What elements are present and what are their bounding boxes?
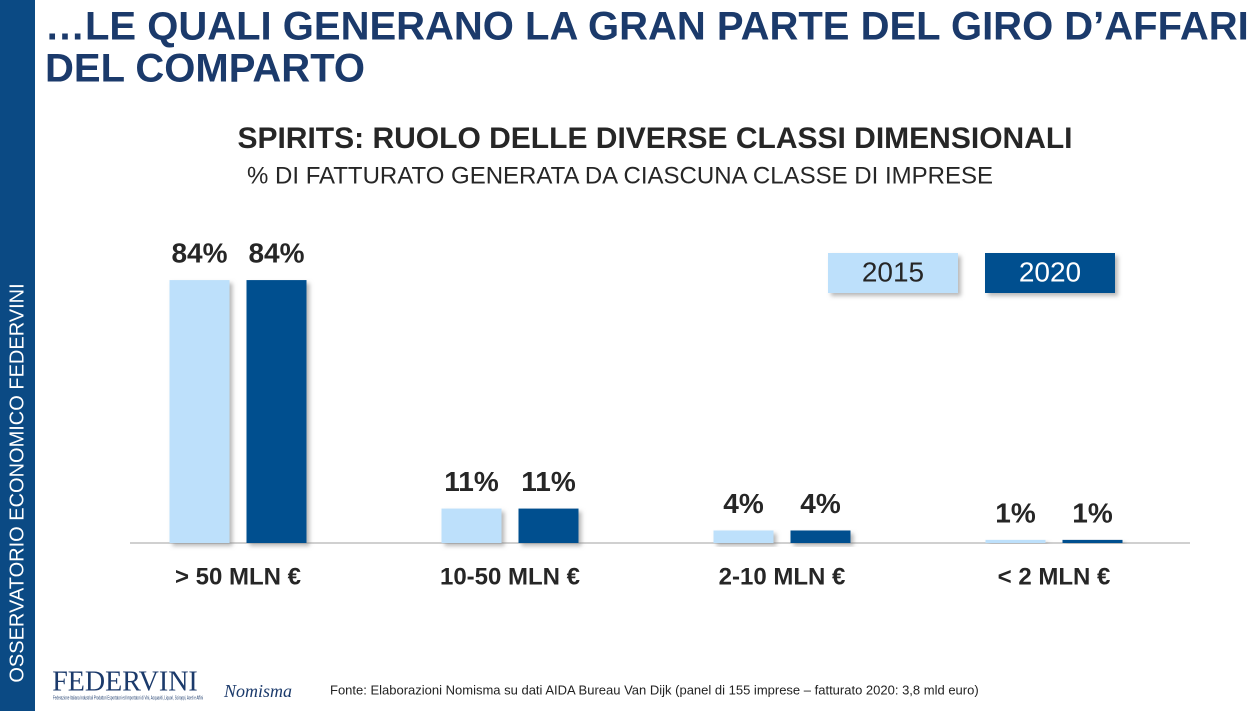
value-label: 1%	[995, 497, 1036, 528]
bar	[518, 508, 579, 543]
logo-federvini: FEDERVINI	[52, 666, 198, 697]
value-label: 4%	[800, 488, 841, 519]
chart-title: SPIRITS: RUOLO DELLE DIVERSE CLASSI DIME…	[237, 122, 1072, 155]
bar	[1062, 539, 1123, 543]
value-label: 84%	[171, 237, 227, 268]
logo-nomisma: Nomisma	[223, 681, 292, 701]
sidebar-text: OSSERVATORIO ECONOMICO FEDERVINI	[6, 283, 28, 682]
bar	[790, 530, 851, 543]
bar	[713, 530, 774, 543]
chart-subtitle: % DI FATTURATO GENERATA DA CIASCUNA CLAS…	[247, 162, 993, 189]
x-tick-label: 2-10 MLN €	[719, 563, 846, 590]
bar	[169, 280, 230, 543]
value-label: 11%	[444, 466, 499, 497]
x-tick-label: > 50 MLN €	[175, 563, 301, 590]
value-label: 1%	[1072, 497, 1113, 528]
logo-caption: Federazione Italiana Industriali Produtt…	[53, 695, 203, 701]
plot: > 50 MLN € 84% 84% 10-50 MLN € 11% 11% 2-10 ML…	[169, 237, 1123, 590]
legend-label: 2020	[1019, 256, 1081, 287]
bar	[246, 280, 307, 543]
value-label: 4%	[723, 488, 764, 519]
legend-swatch	[985, 253, 1115, 293]
bar	[985, 539, 1046, 543]
value-label: 11%	[521, 466, 576, 497]
legend-swatch	[828, 253, 958, 293]
legend-label: 2015	[862, 256, 924, 287]
sidebar	[0, 0, 35, 711]
x-tick-label: 10-50 MLN €	[440, 563, 580, 590]
value-label: 84%	[248, 237, 304, 268]
x-tick-label: < 2 MLN €	[998, 563, 1111, 590]
slide-title: DEL COMPARTO	[45, 47, 365, 91]
bar	[441, 508, 502, 543]
source-note: Fonte: Elaborazioni Nomisma su dati AIDA…	[330, 682, 979, 697]
legend: 2015 2020	[828, 253, 1115, 293]
slide-title: …LE QUALI GENERANO LA GRAN PARTE DEL GIR…	[45, 5, 1247, 49]
